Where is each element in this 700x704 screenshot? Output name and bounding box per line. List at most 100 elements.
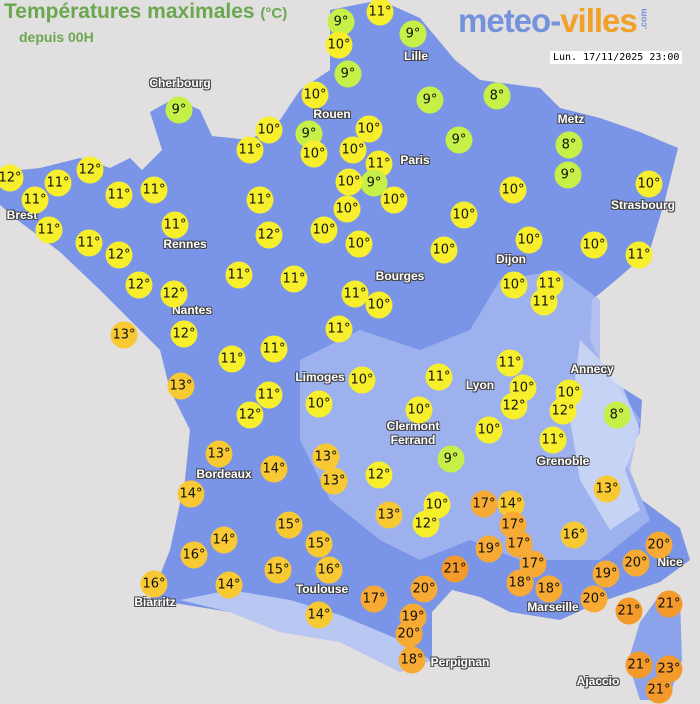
temperature-marker[interactable]: 10° bbox=[325, 31, 353, 59]
temperature-marker[interactable]: 10° bbox=[475, 416, 503, 444]
temperature-marker[interactable]: 16° bbox=[560, 521, 588, 549]
temperature-marker[interactable]: 11° bbox=[625, 241, 653, 269]
temperature-marker[interactable]: 11° bbox=[236, 136, 264, 164]
temperature-marker[interactable]: 21° bbox=[645, 676, 673, 704]
temperature-marker[interactable]: 10° bbox=[305, 390, 333, 418]
temperature-marker[interactable]: 9° bbox=[360, 169, 388, 197]
temperature-marker[interactable]: 10° bbox=[405, 396, 433, 424]
temperature-marker[interactable]: 19° bbox=[592, 560, 620, 588]
temperature-marker[interactable]: 11° bbox=[530, 288, 558, 316]
temperature-marker[interactable]: 9° bbox=[327, 8, 355, 36]
temperature-marker[interactable]: 11° bbox=[225, 261, 253, 289]
temperature-marker[interactable]: 11° bbox=[44, 169, 72, 197]
temperature-marker[interactable]: 10° bbox=[301, 81, 329, 109]
temperature-marker[interactable]: 12° bbox=[365, 461, 393, 489]
temperature-marker[interactable]: 14° bbox=[260, 455, 288, 483]
temperature-marker[interactable]: 10° bbox=[255, 116, 283, 144]
temperature-marker[interactable]: 9° bbox=[416, 86, 444, 114]
temperature-marker[interactable]: 9° bbox=[554, 161, 582, 189]
temperature-marker[interactable]: 16° bbox=[180, 541, 208, 569]
temperature-marker[interactable]: 17° bbox=[505, 530, 533, 558]
temperature-marker[interactable]: 10° bbox=[300, 140, 328, 168]
temperature-marker[interactable]: 11° bbox=[255, 381, 283, 409]
temperature-marker[interactable]: 18° bbox=[535, 575, 563, 603]
temperature-marker[interactable]: 15° bbox=[305, 530, 333, 558]
temperature-marker[interactable]: 13° bbox=[205, 440, 233, 468]
temperature-marker[interactable]: 20° bbox=[622, 549, 650, 577]
temperature-marker[interactable]: 11° bbox=[35, 216, 63, 244]
temperature-marker[interactable]: 14° bbox=[305, 601, 333, 629]
temperature-marker[interactable]: 10° bbox=[500, 271, 528, 299]
temperature-marker[interactable]: 10° bbox=[515, 226, 543, 254]
temperature-marker[interactable]: 18° bbox=[506, 569, 534, 597]
temperature-marker[interactable]: 11° bbox=[425, 363, 453, 391]
temperature-marker[interactable]: 13° bbox=[375, 501, 403, 529]
temperature-marker[interactable]: 13° bbox=[110, 321, 138, 349]
temperature-marker[interactable]: 9° bbox=[437, 445, 465, 473]
temperature-marker[interactable]: 9° bbox=[334, 60, 362, 88]
temperature-marker[interactable]: 14° bbox=[177, 480, 205, 508]
temperature-marker[interactable]: 21° bbox=[625, 651, 653, 679]
temperature-marker[interactable]: 20° bbox=[410, 575, 438, 603]
temperature-marker[interactable]: 20° bbox=[395, 620, 423, 648]
temperature-marker[interactable]: 11° bbox=[161, 211, 189, 239]
temperature-marker[interactable]: 10° bbox=[348, 366, 376, 394]
temperature-marker[interactable]: 21° bbox=[441, 555, 469, 583]
temperature-marker[interactable]: 11° bbox=[105, 181, 133, 209]
temperature-marker[interactable]: 11° bbox=[325, 315, 353, 343]
temperature-marker[interactable]: 12° bbox=[255, 221, 283, 249]
temperature-marker[interactable]: 21° bbox=[655, 590, 683, 618]
temperature-marker[interactable]: 13° bbox=[312, 443, 340, 471]
temperature-marker[interactable]: 17° bbox=[470, 490, 498, 518]
temperature-marker[interactable]: 12° bbox=[0, 164, 24, 192]
temperature-marker[interactable]: 19° bbox=[475, 535, 503, 563]
temperature-marker[interactable]: 10° bbox=[339, 136, 367, 164]
temperature-marker[interactable]: 9° bbox=[165, 96, 193, 124]
temperature-marker[interactable]: 11° bbox=[246, 186, 274, 214]
temperature-marker[interactable]: 10° bbox=[430, 236, 458, 264]
temperature-marker[interactable]: 10° bbox=[580, 231, 608, 259]
temperature-marker[interactable]: 8° bbox=[483, 82, 511, 110]
temperature-marker[interactable]: 11° bbox=[218, 345, 246, 373]
temperature-marker[interactable]: 12° bbox=[76, 156, 104, 184]
temperature-marker[interactable]: 12° bbox=[549, 397, 577, 425]
temperature-marker[interactable]: 10° bbox=[335, 168, 363, 196]
temperature-marker[interactable]: 12° bbox=[160, 280, 188, 308]
temperature-marker[interactable]: 10° bbox=[365, 291, 393, 319]
temperature-marker[interactable]: 9° bbox=[399, 20, 427, 48]
temperature-marker[interactable]: 12° bbox=[412, 510, 440, 538]
temperature-marker[interactable]: 13° bbox=[167, 372, 195, 400]
temperature-marker[interactable]: 16° bbox=[140, 570, 168, 598]
temperature-marker[interactable]: 11° bbox=[260, 335, 288, 363]
temperature-marker[interactable]: 17° bbox=[360, 585, 388, 613]
temperature-marker[interactable]: 14° bbox=[210, 526, 238, 554]
temperature-marker[interactable]: 11° bbox=[341, 280, 369, 308]
temperature-marker[interactable]: 9° bbox=[445, 126, 473, 154]
temperature-marker[interactable]: 21° bbox=[615, 597, 643, 625]
temperature-marker[interactable]: 15° bbox=[275, 511, 303, 539]
temperature-marker[interactable]: 11° bbox=[539, 426, 567, 454]
temperature-marker[interactable]: 10° bbox=[635, 170, 663, 198]
temperature-marker[interactable]: 12° bbox=[500, 392, 528, 420]
temperature-marker[interactable]: 13° bbox=[593, 475, 621, 503]
temperature-marker[interactable]: 10° bbox=[499, 176, 527, 204]
temperature-marker[interactable]: 20° bbox=[580, 585, 608, 613]
temperature-marker[interactable]: 10° bbox=[380, 186, 408, 214]
temperature-marker[interactable]: 23° bbox=[655, 655, 683, 683]
temperature-marker[interactable]: 15° bbox=[264, 556, 292, 584]
temperature-marker[interactable]: 12° bbox=[170, 320, 198, 348]
temperature-marker[interactable]: 10° bbox=[345, 230, 373, 258]
temperature-marker[interactable]: 12° bbox=[125, 271, 153, 299]
temperature-marker[interactable]: 11° bbox=[496, 349, 524, 377]
temperature-marker[interactable]: 11° bbox=[366, 0, 394, 26]
temperature-marker[interactable]: 10° bbox=[450, 201, 478, 229]
meteo-villes-logo[interactable]: meteo-villes .com bbox=[458, 2, 658, 40]
temperature-marker[interactable]: 8° bbox=[603, 401, 631, 429]
temperature-marker[interactable]: 11° bbox=[21, 186, 49, 214]
temperature-marker[interactable]: 13° bbox=[320, 467, 348, 495]
temperature-marker[interactable]: 20° bbox=[645, 531, 673, 559]
temperature-marker[interactable]: 18° bbox=[398, 646, 426, 674]
temperature-marker[interactable]: 11° bbox=[280, 265, 308, 293]
temperature-marker[interactable]: 8° bbox=[555, 131, 583, 159]
temperature-marker[interactable]: 16° bbox=[315, 556, 343, 584]
